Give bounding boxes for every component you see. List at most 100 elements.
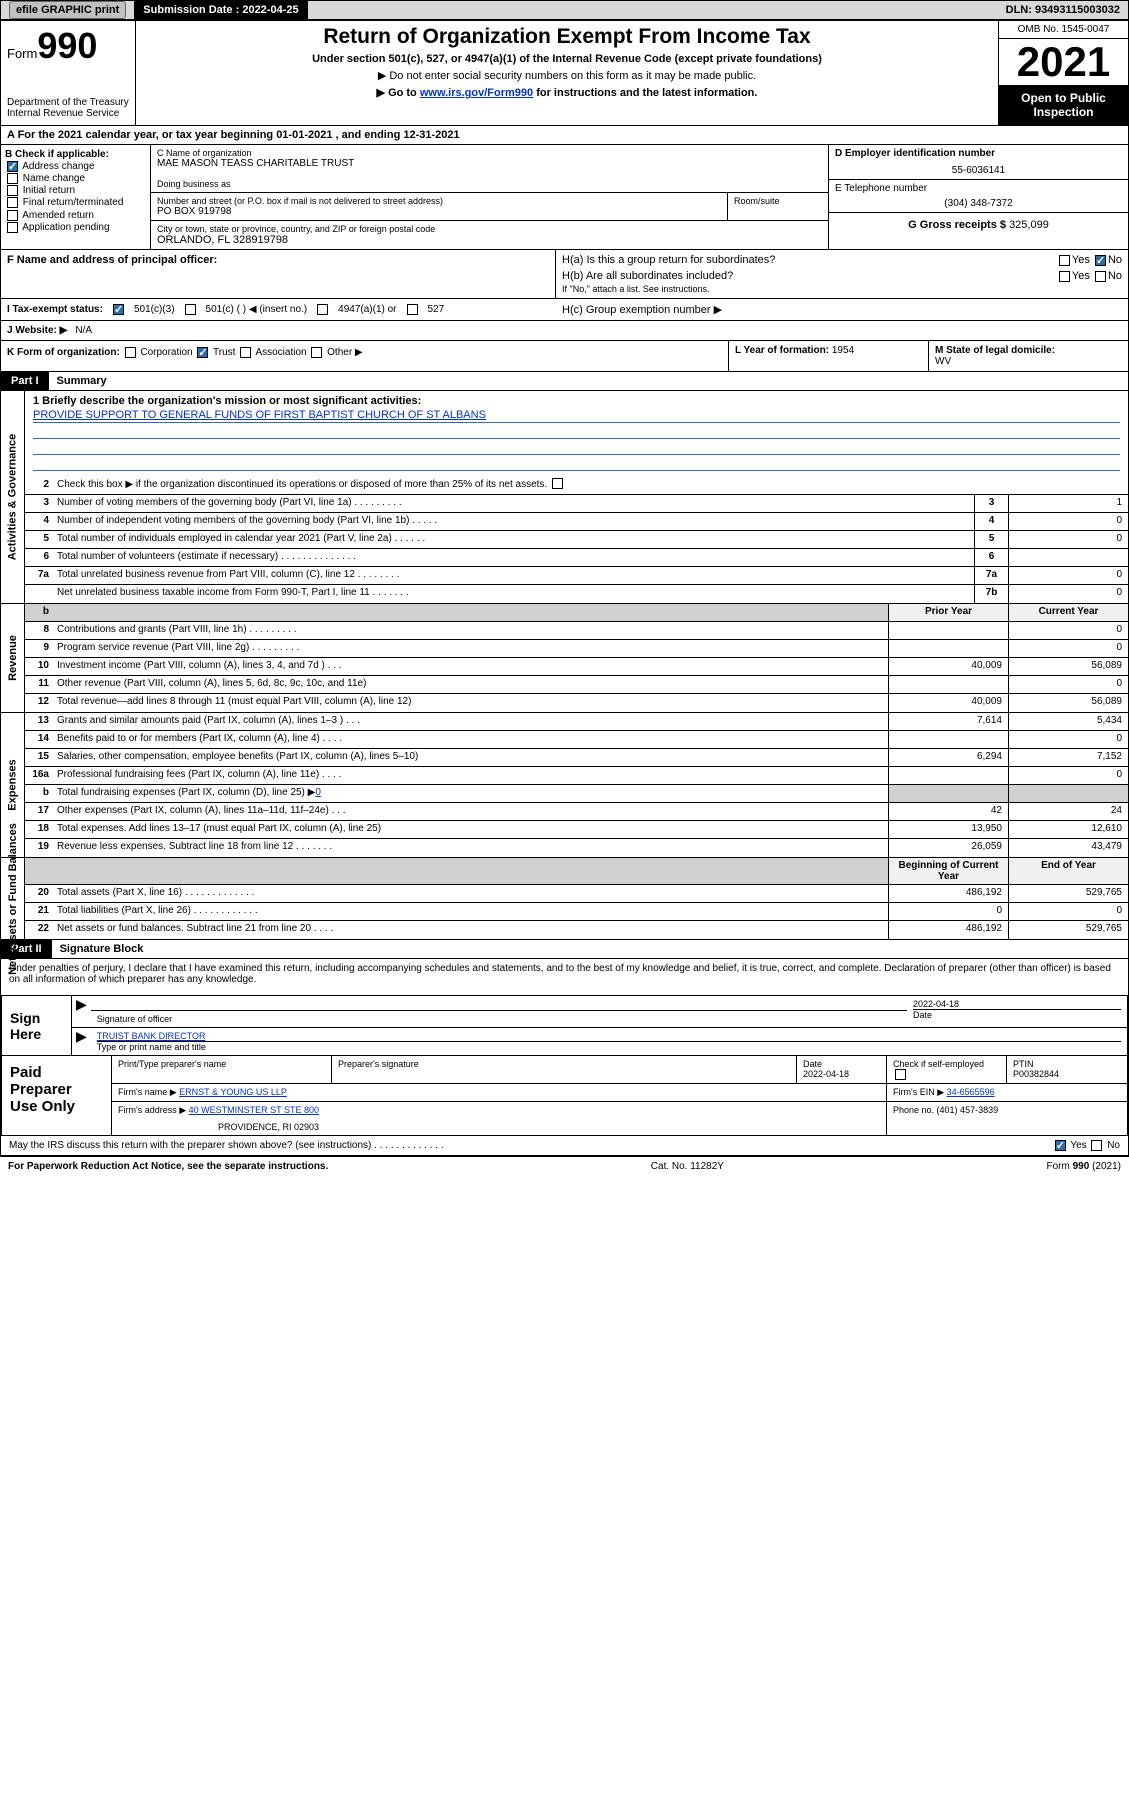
col-prior: Prior Year <box>888 604 1008 621</box>
form-subtitle: Under section 501(c), 527, or 4947(a)(1)… <box>146 53 988 65</box>
chk-other[interactable] <box>311 347 322 358</box>
line-6: Total number of volunteers (estimate if … <box>53 549 974 566</box>
box-d-e-g: D Employer identification number 55-6036… <box>828 145 1128 249</box>
firm-name[interactable]: ERNST & YOUNG US LLP <box>179 1087 287 1097</box>
line-8: Contributions and grants (Part VIII, lin… <box>53 622 888 639</box>
submission-date: Submission Date : 2022-04-25 <box>135 1 307 19</box>
checkbox-initial-return[interactable] <box>7 185 18 196</box>
h-c: H(c) Group exemption number ▶ <box>556 299 1128 320</box>
ssn-warning: ▶ Do not enter social security numbers o… <box>146 69 988 82</box>
line-22: Net assets or fund balances. Subtract li… <box>53 921 888 939</box>
c10: 56,089 <box>1008 658 1128 675</box>
p13: 7,614 <box>888 713 1008 730</box>
open-to-public: Open to Public Inspection <box>999 85 1128 125</box>
checkbox-final-return[interactable] <box>7 197 18 208</box>
ha-no[interactable] <box>1095 255 1106 266</box>
h-a: H(a) Is this a group return for subordin… <box>562 254 1122 266</box>
row-i-label: I Tax-exempt status: <box>7 304 103 315</box>
top-bar: efile GRAPHIC print Submission Date : 20… <box>0 0 1129 20</box>
officer-name-title[interactable]: TRUIST BANK DIRECTOR <box>97 1031 206 1041</box>
form-header: Form990 Department of the Treasury Inter… <box>1 21 1128 126</box>
chk-501c[interactable] <box>185 304 196 315</box>
dln: DLN: 93493115003032 <box>998 1 1128 19</box>
chk-corp[interactable] <box>125 347 136 358</box>
box-f-label: F Name and address of principal officer: <box>7 254 217 266</box>
org-city: ORLANDO, FL 328919798 <box>157 234 822 246</box>
prep-sig-label: Preparer's signature <box>332 1056 797 1083</box>
fundraising-link[interactable]: 0 <box>315 787 321 798</box>
checkbox-name-change[interactable] <box>7 173 18 184</box>
c8: 0 <box>1008 622 1128 639</box>
org-name: MAE MASON TEASS CHARITABLE TRUST <box>157 158 822 169</box>
signature-declaration: Under penalties of perjury, I declare th… <box>1 959 1128 989</box>
section-bcd: B Check if applicable: Address change Na… <box>1 145 1128 250</box>
section-revenue: Revenue bPrior YearCurrent Year 8Contrib… <box>1 604 1128 713</box>
self-employed-check: Check if self-employed <box>887 1056 1007 1083</box>
val-3: 1 <box>1008 495 1128 512</box>
line-10: Investment income (Part VIII, column (A)… <box>53 658 888 675</box>
p15: 6,294 <box>888 749 1008 766</box>
irs-link[interactable]: www.irs.gov/Form990 <box>420 87 533 99</box>
chk-self-employed[interactable] <box>895 1069 906 1080</box>
chk-4947[interactable] <box>317 304 328 315</box>
mission-text[interactable]: PROVIDE SUPPORT TO GENERAL FUNDS OF FIRS… <box>33 409 486 421</box>
signature-officer-line: Signature of officer <box>91 1010 907 1027</box>
org-address: PO BOX 919798 <box>157 206 721 217</box>
firm-ein[interactable]: 34-6565596 <box>947 1087 995 1097</box>
c14: 0 <box>1008 731 1128 748</box>
gross-receipts: 325,099 <box>1009 219 1049 231</box>
line-9: Program service revenue (Part VIII, line… <box>53 640 888 657</box>
chk-527[interactable] <box>407 304 418 315</box>
checkbox-address-change[interactable] <box>7 161 18 172</box>
chk-irs-no[interactable] <box>1091 1140 1102 1151</box>
row-k-l-m: K Form of organization: Corporation Trus… <box>1 341 1128 372</box>
page-footer: For Paperwork Reduction Act Notice, see … <box>0 1156 1129 1176</box>
arrow-icon: ▶ <box>72 996 91 1027</box>
line-16b: Total fundraising expenses (Part IX, col… <box>53 785 888 802</box>
val-6 <box>1008 549 1128 566</box>
may-irs-discuss: May the IRS discuss this return with the… <box>1 1136 1128 1155</box>
goto-instruction: ▶ Go to www.irs.gov/Form990 for instruct… <box>146 86 988 99</box>
p10: 40,009 <box>888 658 1008 675</box>
val-7a: 0 <box>1008 567 1128 584</box>
line-15: Salaries, other compensation, employee b… <box>53 749 888 766</box>
chk-irs-yes[interactable] <box>1055 1140 1066 1151</box>
c21: 0 <box>1008 903 1128 920</box>
box-b: B Check if applicable: Address change Na… <box>1 145 151 249</box>
row-f-h: F Name and address of principal officer:… <box>1 250 1128 299</box>
phone: (304) 348-7372 <box>835 198 1122 209</box>
p16a <box>888 767 1008 784</box>
section-net-assets: Net Assets or Fund Balances Beginning of… <box>1 858 1128 940</box>
efile-print-button[interactable]: efile GRAPHIC print <box>9 1 126 19</box>
c22: 529,765 <box>1008 921 1128 939</box>
chk-assoc[interactable] <box>240 347 251 358</box>
c9: 0 <box>1008 640 1128 657</box>
section-expenses: Expenses 13Grants and similar amounts pa… <box>1 713 1128 858</box>
p14 <box>888 731 1008 748</box>
c12: 56,089 <box>1008 694 1128 712</box>
section-activities-governance: Activities & Governance 1 Briefly descri… <box>1 391 1128 604</box>
line-7b: Net unrelated business taxable income fr… <box>53 585 974 603</box>
chk-501c3[interactable] <box>113 304 124 315</box>
line-1-label: 1 Briefly describe the organization's mi… <box>33 395 1120 407</box>
line-21: Total liabilities (Part X, line 26) . . … <box>53 903 888 920</box>
arrow-icon: ▶ <box>72 1028 91 1055</box>
c20: 529,765 <box>1008 885 1128 902</box>
paid-preparer-block: Paid Preparer Use Only Print/Type prepar… <box>1 1056 1128 1136</box>
h-b: H(b) Are all subordinates included? Yes … <box>562 270 1122 282</box>
hb-no[interactable] <box>1095 271 1106 282</box>
part-ii-header: Part II Signature Block <box>1 940 1128 959</box>
line-7a: Total unrelated business revenue from Pa… <box>53 567 974 584</box>
firm-address[interactable]: 40 WESTMINSTER ST STE 800 <box>189 1105 319 1115</box>
hb-yes[interactable] <box>1059 271 1070 282</box>
line-12: Total revenue—add lines 8 through 11 (mu… <box>53 694 888 712</box>
line-16a: Professional fundraising fees (Part IX, … <box>53 767 888 784</box>
chk-discontinued[interactable] <box>552 478 563 489</box>
prep-name-label: Print/Type preparer's name <box>112 1056 332 1083</box>
checkbox-amended[interactable] <box>7 210 18 221</box>
chk-trust[interactable] <box>197 347 208 358</box>
part-i-header: Part I Summary <box>1 372 1128 391</box>
checkbox-app-pending[interactable] <box>7 222 18 233</box>
ha-yes[interactable] <box>1059 255 1070 266</box>
c15: 7,152 <box>1008 749 1128 766</box>
